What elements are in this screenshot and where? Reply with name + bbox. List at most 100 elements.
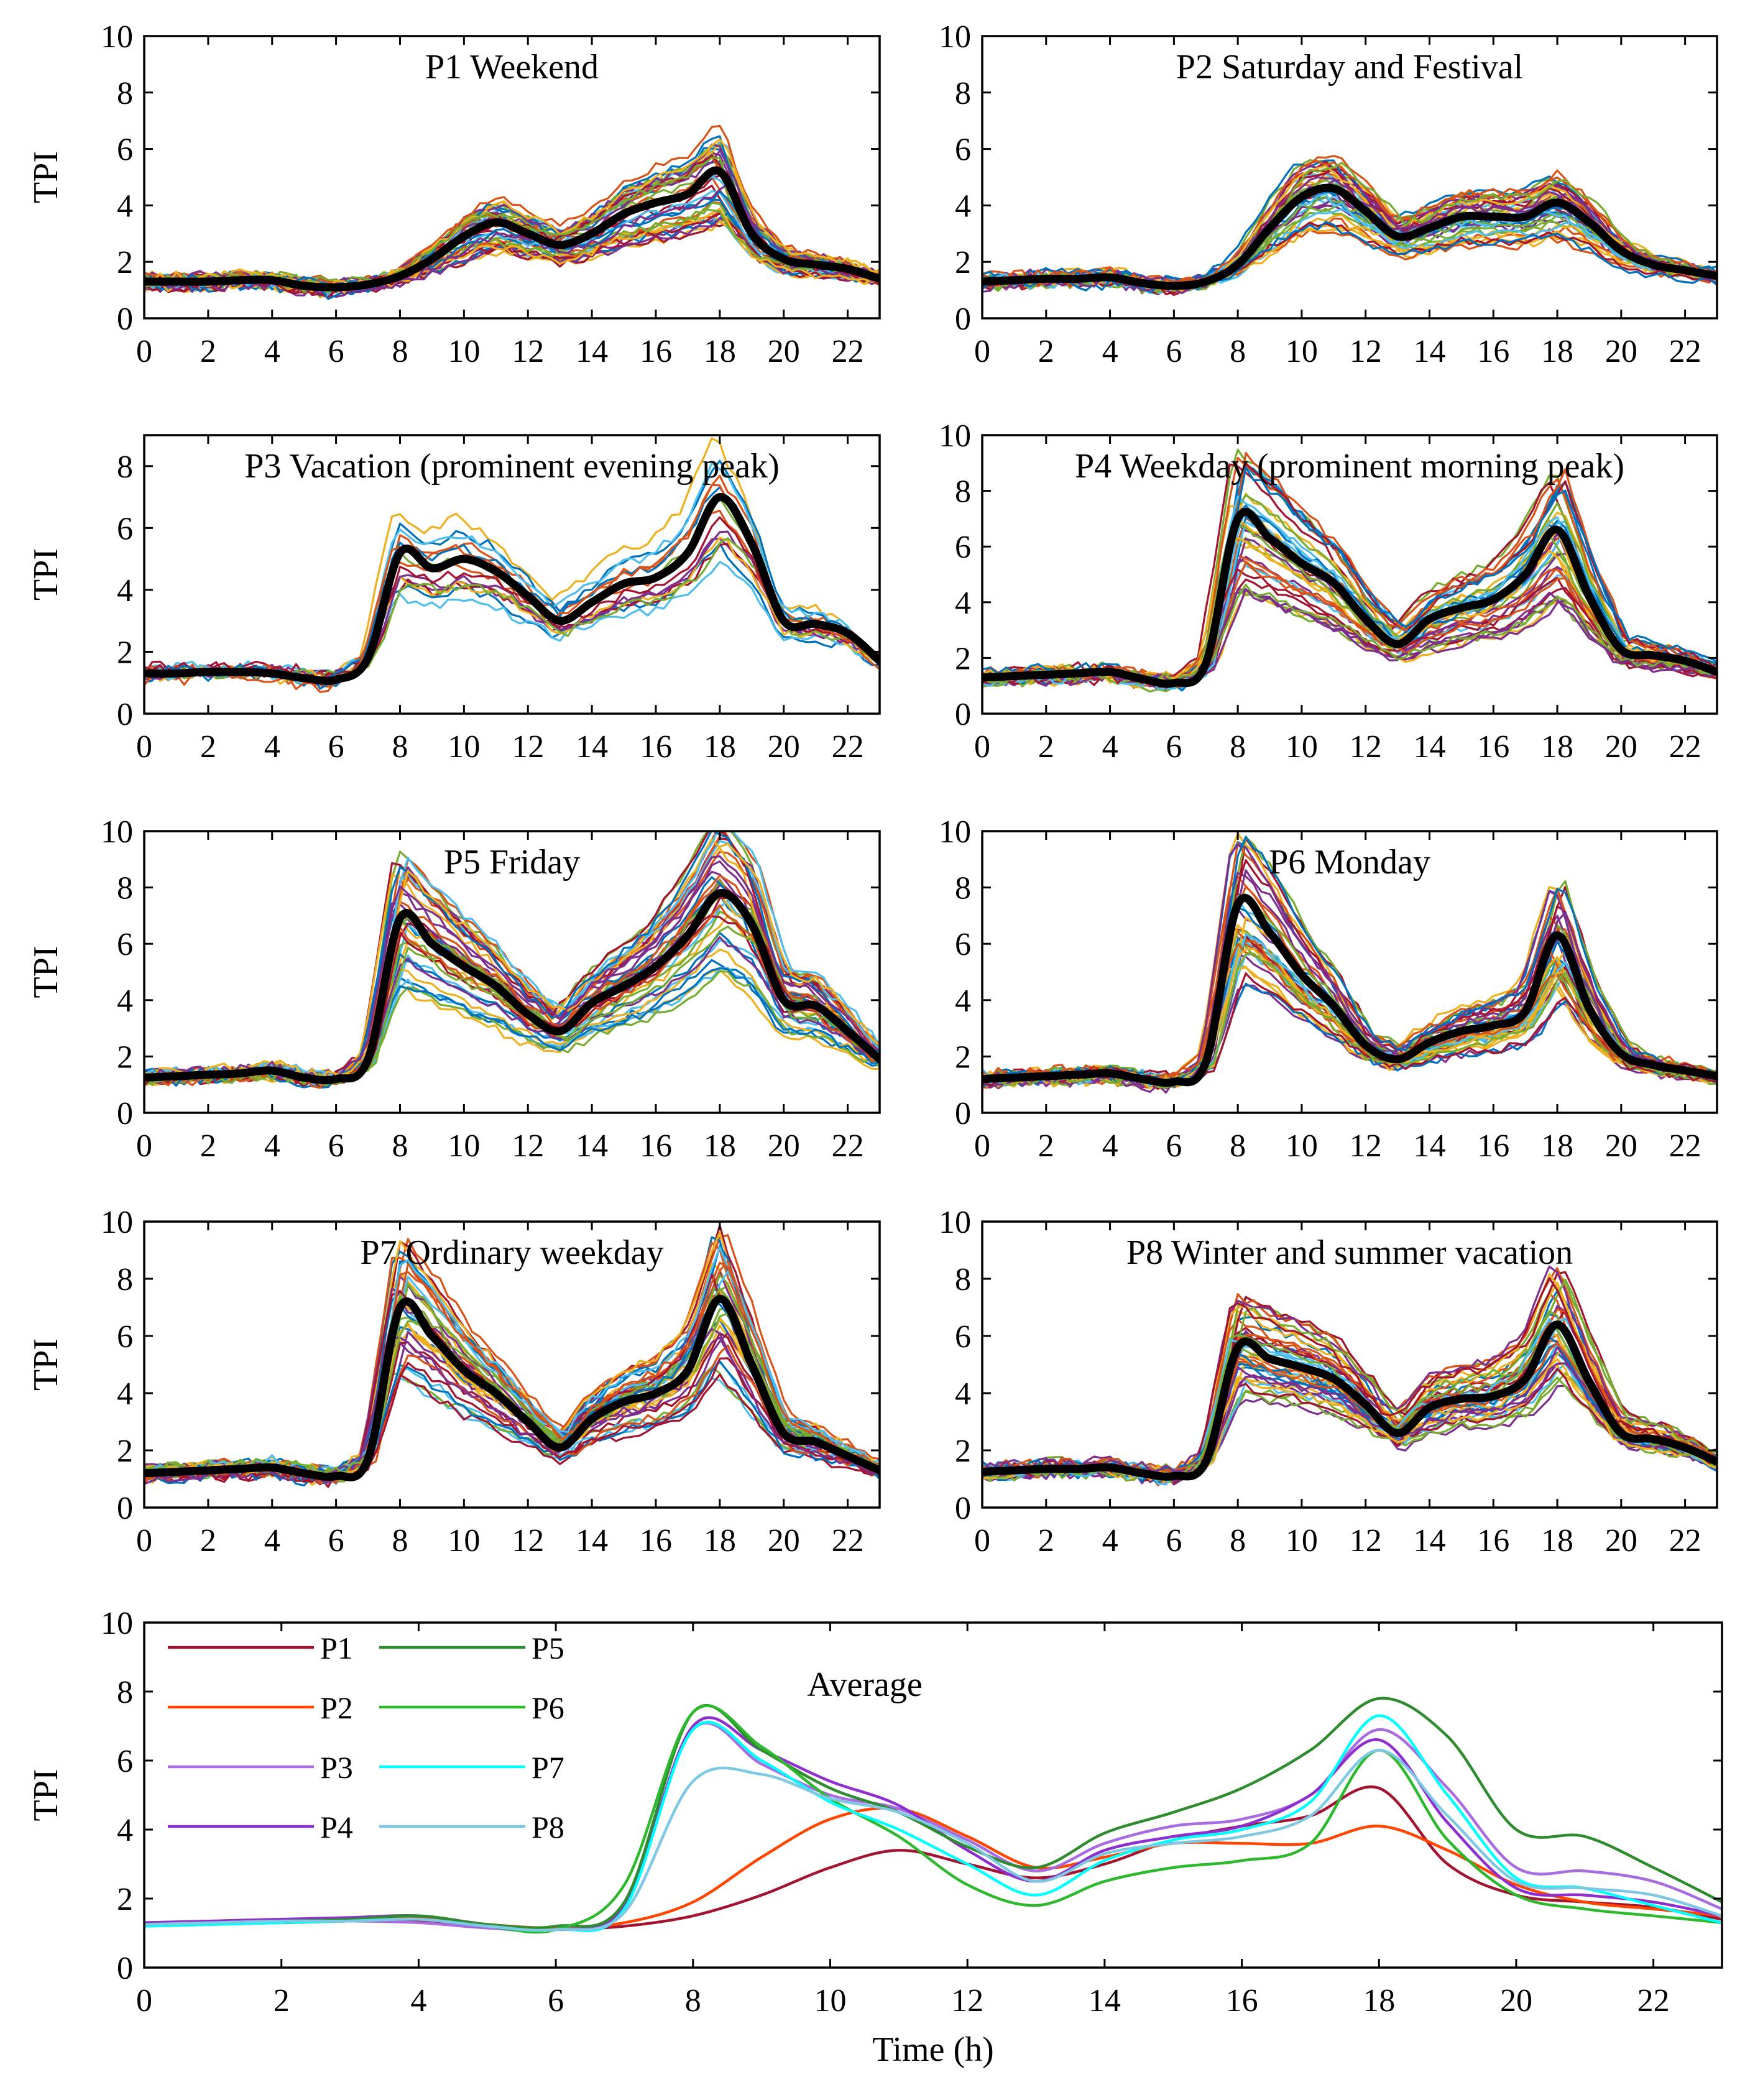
x-tick-label: 0 (136, 1128, 152, 1164)
x-tick-label: 22 (1669, 1523, 1701, 1559)
x-tick-label: 18 (704, 1128, 736, 1164)
mean-curve (144, 166, 880, 292)
x-tick-label: 18 (1541, 334, 1573, 369)
x-tick-label: 6 (1166, 1128, 1182, 1164)
y-tick-label: 4 (955, 1376, 971, 1412)
axes-frame (143, 35, 881, 320)
legend-label: P2 (320, 1690, 353, 1725)
legend-label: P4 (320, 1810, 353, 1844)
x-tick-label: 20 (768, 729, 800, 765)
y-tick-label: 4 (117, 983, 133, 1019)
axes-frame (143, 434, 881, 715)
y-tick-label: 6 (955, 132, 971, 168)
panel-p7: 0 2 4 6 8 10 12 14 16 18 20 22 0 2 4 6 8 10 TPI P7 Ordinary… (27, 1205, 881, 1559)
x-tick-label: 8 (1230, 334, 1246, 369)
mean-curve (144, 1294, 880, 1481)
x-tick-label: 18 (1541, 1128, 1573, 1164)
sample-curve (982, 583, 1717, 684)
x-axis-label: Time (h) (872, 2030, 994, 2069)
y-tick-label: 6 (955, 927, 971, 962)
sample-curve (982, 1265, 1717, 1479)
y-tick-label: 10 (101, 814, 133, 850)
sample-curve (144, 842, 880, 1082)
y-tick-label: 8 (117, 449, 133, 485)
y-tick-label: 2 (117, 1882, 133, 1917)
x-tick-label: 0 (974, 1128, 990, 1164)
x-tick-label: 20 (1500, 1983, 1532, 2019)
sample-curve (982, 844, 1717, 1094)
x-tick-label: 4 (1102, 334, 1118, 369)
panel-title: P3 Vacation (prominent evening peak) (244, 447, 780, 486)
x-tick-label: 4 (264, 1523, 280, 1559)
panel-p1: 0 2 4 6 8 10 12 14 16 18 20 22 0 2 4 6 8 10 TPI P1 Weekend (27, 19, 881, 369)
panel-title: P2 Saturday and Festival (1176, 48, 1523, 86)
y-tick-label: 0 (117, 1096, 133, 1131)
x-tick-label: 10 (448, 334, 480, 369)
y-tick-label: 10 (101, 19, 133, 55)
x-tick-label: 2 (200, 1128, 216, 1164)
x-tick-label: 16 (640, 1128, 672, 1164)
x-tick-label: 10 (1286, 729, 1318, 765)
x-tick-label: 18 (704, 1523, 736, 1559)
legend-label: P5 (532, 1631, 564, 1665)
x-tick-label: 0 (136, 1523, 152, 1559)
sample-curve (982, 942, 1717, 1087)
sample-curve (982, 885, 1717, 1089)
panel-p6: 0 2 4 6 8 10 12 14 16 18 20 22 0 2 4 6 8 10 P6 Monday (939, 814, 1718, 1164)
x-tick-label: 6 (328, 1523, 344, 1559)
sample-curve (982, 464, 1717, 690)
y-tick-label: 0 (955, 1096, 971, 1131)
y-tick-label: 2 (117, 635, 133, 670)
x-tick-label: 6 (1166, 729, 1182, 765)
y-tick-label: 8 (117, 76, 133, 111)
legend-label: P3 (320, 1750, 353, 1785)
x-tick-label: 16 (640, 729, 672, 765)
x-tick-label: 4 (410, 1983, 426, 2019)
x-tick-label: 8 (1230, 1523, 1246, 1559)
y-tick-label: 2 (955, 641, 971, 676)
y-tick-label: 4 (955, 586, 971, 621)
x-tick-label: 18 (1541, 1523, 1573, 1559)
y-tick-label: 2 (117, 1039, 133, 1075)
legend-label: P7 (532, 1750, 564, 1785)
x-tick-label: 20 (1605, 729, 1637, 765)
x-tick-label: 2 (274, 1983, 290, 2019)
x-tick-label: 22 (832, 1523, 864, 1559)
x-tick-label: 4 (264, 334, 280, 369)
x-tick-label: 16 (1477, 1523, 1509, 1559)
sample-curve (144, 1236, 880, 1486)
x-tick-label: 22 (832, 1128, 864, 1164)
sample-curve (982, 1342, 1717, 1474)
y-tick-label: 0 (955, 302, 971, 337)
x-tick-label: 20 (1605, 1128, 1637, 1164)
x-tick-label: 10 (448, 729, 480, 765)
x-tick-label: 22 (832, 334, 864, 369)
panel-title: Average (807, 1665, 923, 1704)
x-tick-label: 10 (1286, 1128, 1318, 1164)
y-tick-label: 8 (955, 871, 971, 906)
mean-curve (144, 889, 880, 1085)
x-tick-label: 6 (1166, 1523, 1182, 1559)
x-tick-label: 0 (974, 334, 990, 369)
x-tick-label: 12 (1350, 1523, 1382, 1559)
sample-curve (982, 466, 1717, 685)
x-tick-label: 16 (1477, 1128, 1509, 1164)
x-tick-label: 18 (1363, 1983, 1395, 2019)
mean-curve (982, 183, 1717, 290)
average-series-p2 (144, 1807, 1723, 1930)
panel-p5: 0 2 4 6 8 10 12 14 16 18 20 22 0 2 4 6 8 10 TPI P5 Friday (27, 814, 881, 1164)
panel-p4: 0 2 4 6 8 10 12 14 16 18 20 22 0 2 4 6 8 10 P4 Weekday (pr… (939, 418, 1718, 765)
y-tick-label: 2 (955, 1434, 971, 1469)
sample-curve (144, 831, 880, 1082)
y-tick-label: 2 (117, 245, 133, 280)
x-tick-label: 12 (512, 729, 544, 765)
average-series-p5 (144, 1697, 1723, 1930)
y-axis-label: TPI (27, 151, 65, 203)
y-tick-label: 0 (117, 1951, 133, 1986)
sample-curve (982, 1272, 1717, 1476)
x-tick-label: 10 (814, 1983, 846, 2019)
x-tick-label: 6 (328, 1128, 344, 1164)
x-tick-label: 8 (392, 334, 408, 369)
y-axis-label: TPI (27, 946, 65, 998)
x-tick-label: 14 (576, 1128, 608, 1164)
